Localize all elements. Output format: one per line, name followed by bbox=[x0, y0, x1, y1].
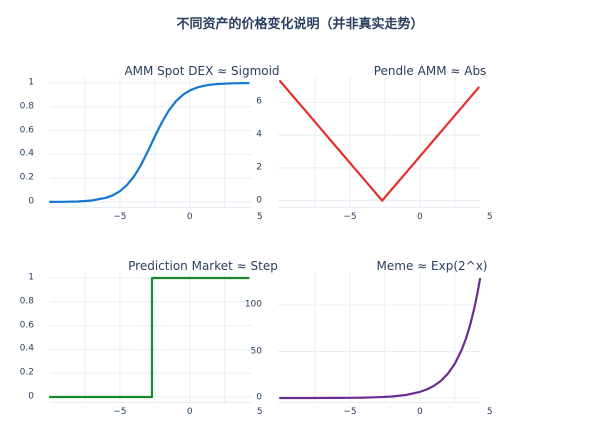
x-tick-label: 5 bbox=[256, 407, 263, 417]
y-tick-label: 0.4 bbox=[19, 343, 34, 354]
chart-svg-prediction-market-step bbox=[48, 272, 252, 403]
y-tick-label: 1 bbox=[28, 77, 34, 88]
subplot-title-meme: Meme ≈ Exp(2^x) bbox=[376, 259, 488, 273]
x-tick-label: −5 bbox=[113, 407, 127, 417]
y-tick-label: 0 bbox=[28, 391, 34, 402]
y-tick-label: 0.8 bbox=[19, 101, 34, 112]
y-tick-label: 0.6 bbox=[19, 125, 34, 136]
figure-title: 不同资产的价格变化说明（并非真实走势） bbox=[176, 17, 424, 32]
y-tick-label: 50 bbox=[250, 346, 262, 356]
series-line-prediction-market-step bbox=[48, 276, 250, 399]
x-tick-label: 5 bbox=[486, 212, 493, 222]
x-tick-label: 5 bbox=[486, 407, 493, 417]
y-tick-label: 0.2 bbox=[19, 172, 34, 183]
y-tick-label: 0 bbox=[256, 392, 262, 403]
y-tick-label: 0.4 bbox=[19, 148, 34, 159]
y-tick-label: 4 bbox=[256, 129, 262, 140]
x-tick-label: −5 bbox=[343, 407, 357, 417]
plot-area-abs[interactable]: −5 0 5 0 2 4 6 bbox=[256, 77, 493, 222]
x-tick-label: 0 bbox=[186, 212, 193, 222]
chart-svg-amm-spot-dex-sigmoid bbox=[48, 77, 252, 208]
plot-area-step[interactable]: −5 0 5 0 0.2 0.4 0.6 0.8 1 bbox=[20, 272, 263, 417]
x-tick-label: 0 bbox=[417, 407, 423, 417]
x-tick-label: 5 bbox=[256, 212, 263, 222]
series-line-meme-exp bbox=[278, 277, 482, 400]
series-line-pendle-amm-abs bbox=[278, 79, 480, 202]
series-line-amm-spot-dex-sigmoid bbox=[48, 81, 250, 204]
plot-area-sigmoid[interactable]: −5 0 5 0 0.2 0.4 0.6 0.8 1 bbox=[20, 77, 263, 222]
chart-svg-pendle-amm-abs bbox=[278, 77, 480, 208]
y-tick-label: 0.8 bbox=[19, 296, 34, 307]
y-tick-label: 6 bbox=[256, 96, 262, 107]
subplot-title-prediction-market: Prediction Market ≈ Step bbox=[128, 259, 278, 273]
y-tick-label: 0 bbox=[256, 195, 262, 206]
gridlines bbox=[278, 272, 480, 403]
x-tick-label: −5 bbox=[343, 212, 357, 222]
gridlines bbox=[278, 77, 480, 208]
y-tick-label: 0.6 bbox=[19, 320, 34, 331]
x-tick-label: 0 bbox=[417, 212, 423, 222]
y-tick-label: 100 bbox=[244, 299, 262, 310]
y-tick-label: 2 bbox=[256, 162, 262, 173]
subplot-title-pendle-amm: Pendle AMM ≈ Abs bbox=[373, 64, 487, 78]
chart-svg-meme-exp bbox=[278, 272, 482, 403]
x-tick-label: 0 bbox=[186, 407, 193, 417]
y-tick-label: 0.2 bbox=[19, 367, 34, 378]
plot-area-exp[interactable]: −5 0 5 0 50 100 bbox=[245, 272, 493, 417]
x-tick-label: −5 bbox=[113, 212, 127, 222]
y-tick-label: 1 bbox=[28, 272, 34, 283]
subplot-title-amm-spot-dex: AMM Spot DEX ≈ Sigmoid bbox=[124, 64, 280, 78]
y-tick-label: 0 bbox=[28, 196, 34, 207]
